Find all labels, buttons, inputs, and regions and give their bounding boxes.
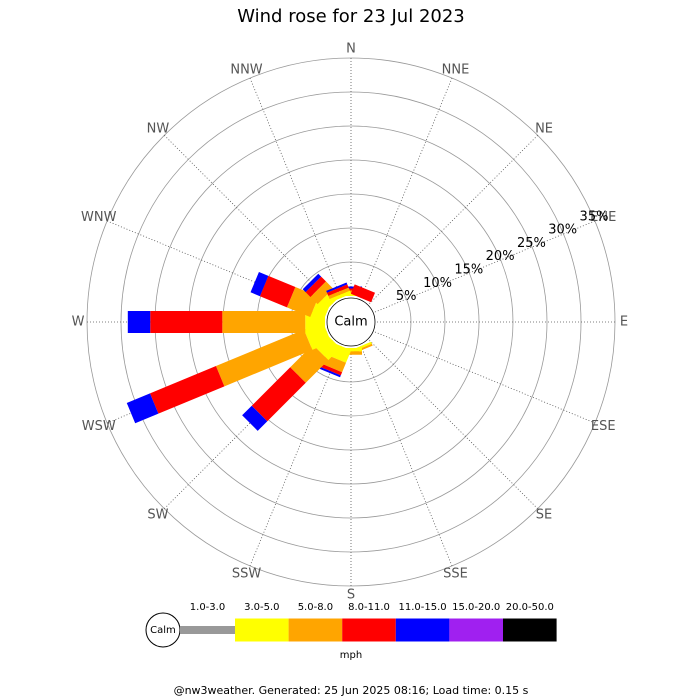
wind-bar-segment xyxy=(259,275,296,308)
wind-bar-segment xyxy=(320,363,343,376)
calm-circle xyxy=(326,297,376,347)
legend-swatch xyxy=(395,618,450,642)
spoke xyxy=(374,331,596,424)
wind-bar-segment xyxy=(150,311,223,333)
chart-title: Wind rose for 23 Jul 2023 xyxy=(237,6,465,27)
wind-bar-segment xyxy=(126,393,159,424)
direction-label: W xyxy=(72,315,85,330)
wind-bar-segment xyxy=(251,367,306,422)
direction-label: SW xyxy=(147,508,168,523)
spoke xyxy=(249,77,342,299)
ring-label: 25% xyxy=(517,236,546,251)
direction-label: SSE xyxy=(443,567,468,582)
spoke xyxy=(374,220,596,313)
legend-label: 8.0-11.0 xyxy=(348,602,390,613)
direction-label: ESE xyxy=(591,419,616,434)
ring-label: 35% xyxy=(580,209,609,224)
direction-label: ENE xyxy=(590,210,616,225)
wind-bar-segment xyxy=(326,282,348,293)
spoke xyxy=(360,345,453,567)
legend-swatch xyxy=(288,618,343,642)
wind-bar-segment xyxy=(329,290,352,303)
spoke xyxy=(360,77,453,299)
legend-label: 20.0-50.0 xyxy=(506,602,554,613)
wind-bar-segment xyxy=(310,281,334,305)
legend-swatch xyxy=(180,626,235,634)
direction-label: WNW xyxy=(81,210,117,225)
legend-label: 15.0-20.0 xyxy=(452,602,500,613)
ring-label: 30% xyxy=(548,223,577,238)
wind-bar-segment xyxy=(242,405,268,431)
direction-label: S xyxy=(347,588,355,603)
direction-label: NNW xyxy=(230,62,262,77)
wind-bar-segment xyxy=(328,287,350,300)
legend-swatch xyxy=(503,618,557,642)
legend-label: 3.0-5.0 xyxy=(244,602,279,613)
footer: @nw3weather. Generated: 25 Jun 2025 08:1… xyxy=(174,684,529,697)
ring-label: 15% xyxy=(454,262,483,277)
legend-unit: mph xyxy=(340,650,362,661)
legend-swatch xyxy=(449,618,503,642)
direction-label: NW xyxy=(147,121,170,136)
wind-bar-segment xyxy=(150,366,225,414)
direction-label: SSW xyxy=(232,567,262,582)
legend-label: 1.0-3.0 xyxy=(190,602,225,613)
spoke xyxy=(369,135,538,304)
direction-label: WSW xyxy=(82,419,116,434)
spoke xyxy=(369,340,538,509)
legend-swatch xyxy=(235,618,289,642)
direction-label: SE xyxy=(536,508,552,523)
wind-bar-segment xyxy=(290,344,329,383)
wind-bar-segment xyxy=(215,329,313,387)
wind-bar-segment xyxy=(326,284,349,296)
spoke xyxy=(164,135,333,304)
wind-bar-segment xyxy=(302,273,322,293)
wind-bar-segment xyxy=(305,276,326,297)
ring-label: 20% xyxy=(486,249,515,264)
legend-swatch xyxy=(342,618,396,642)
wind-bar-segment xyxy=(127,311,151,333)
direction-label: N xyxy=(346,42,356,57)
wind-bar-segment xyxy=(350,284,376,303)
calm-label: Calm xyxy=(334,315,367,330)
wind-bar-segment xyxy=(222,311,306,333)
legend-calm-label: Calm xyxy=(150,625,176,636)
spoke xyxy=(249,345,342,567)
legend-label: 11.0-15.0 xyxy=(399,602,447,613)
direction-label: NE xyxy=(535,121,553,136)
wind-bar-segment xyxy=(319,366,341,378)
ring-label: 5% xyxy=(396,289,417,304)
direction-label: E xyxy=(620,315,628,330)
wind-bar-segment xyxy=(250,271,269,297)
legend-label: 5.0-8.0 xyxy=(298,602,333,613)
direction-label: NNE xyxy=(442,62,470,77)
ring-label: 10% xyxy=(423,276,452,291)
